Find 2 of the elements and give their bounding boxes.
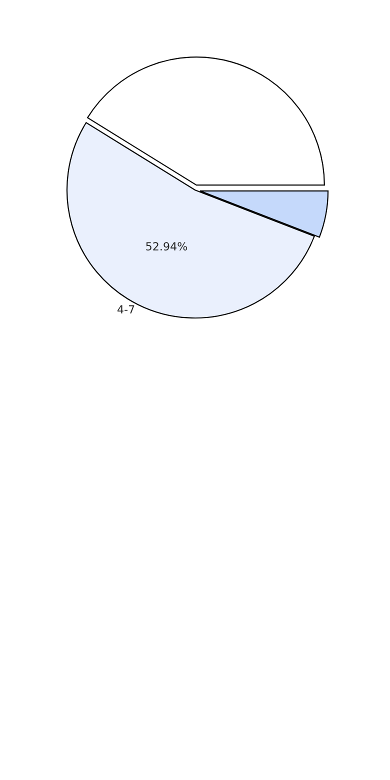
data-label: 52.94% [146,242,188,251]
slice-label: 4-7 [118,305,134,314]
